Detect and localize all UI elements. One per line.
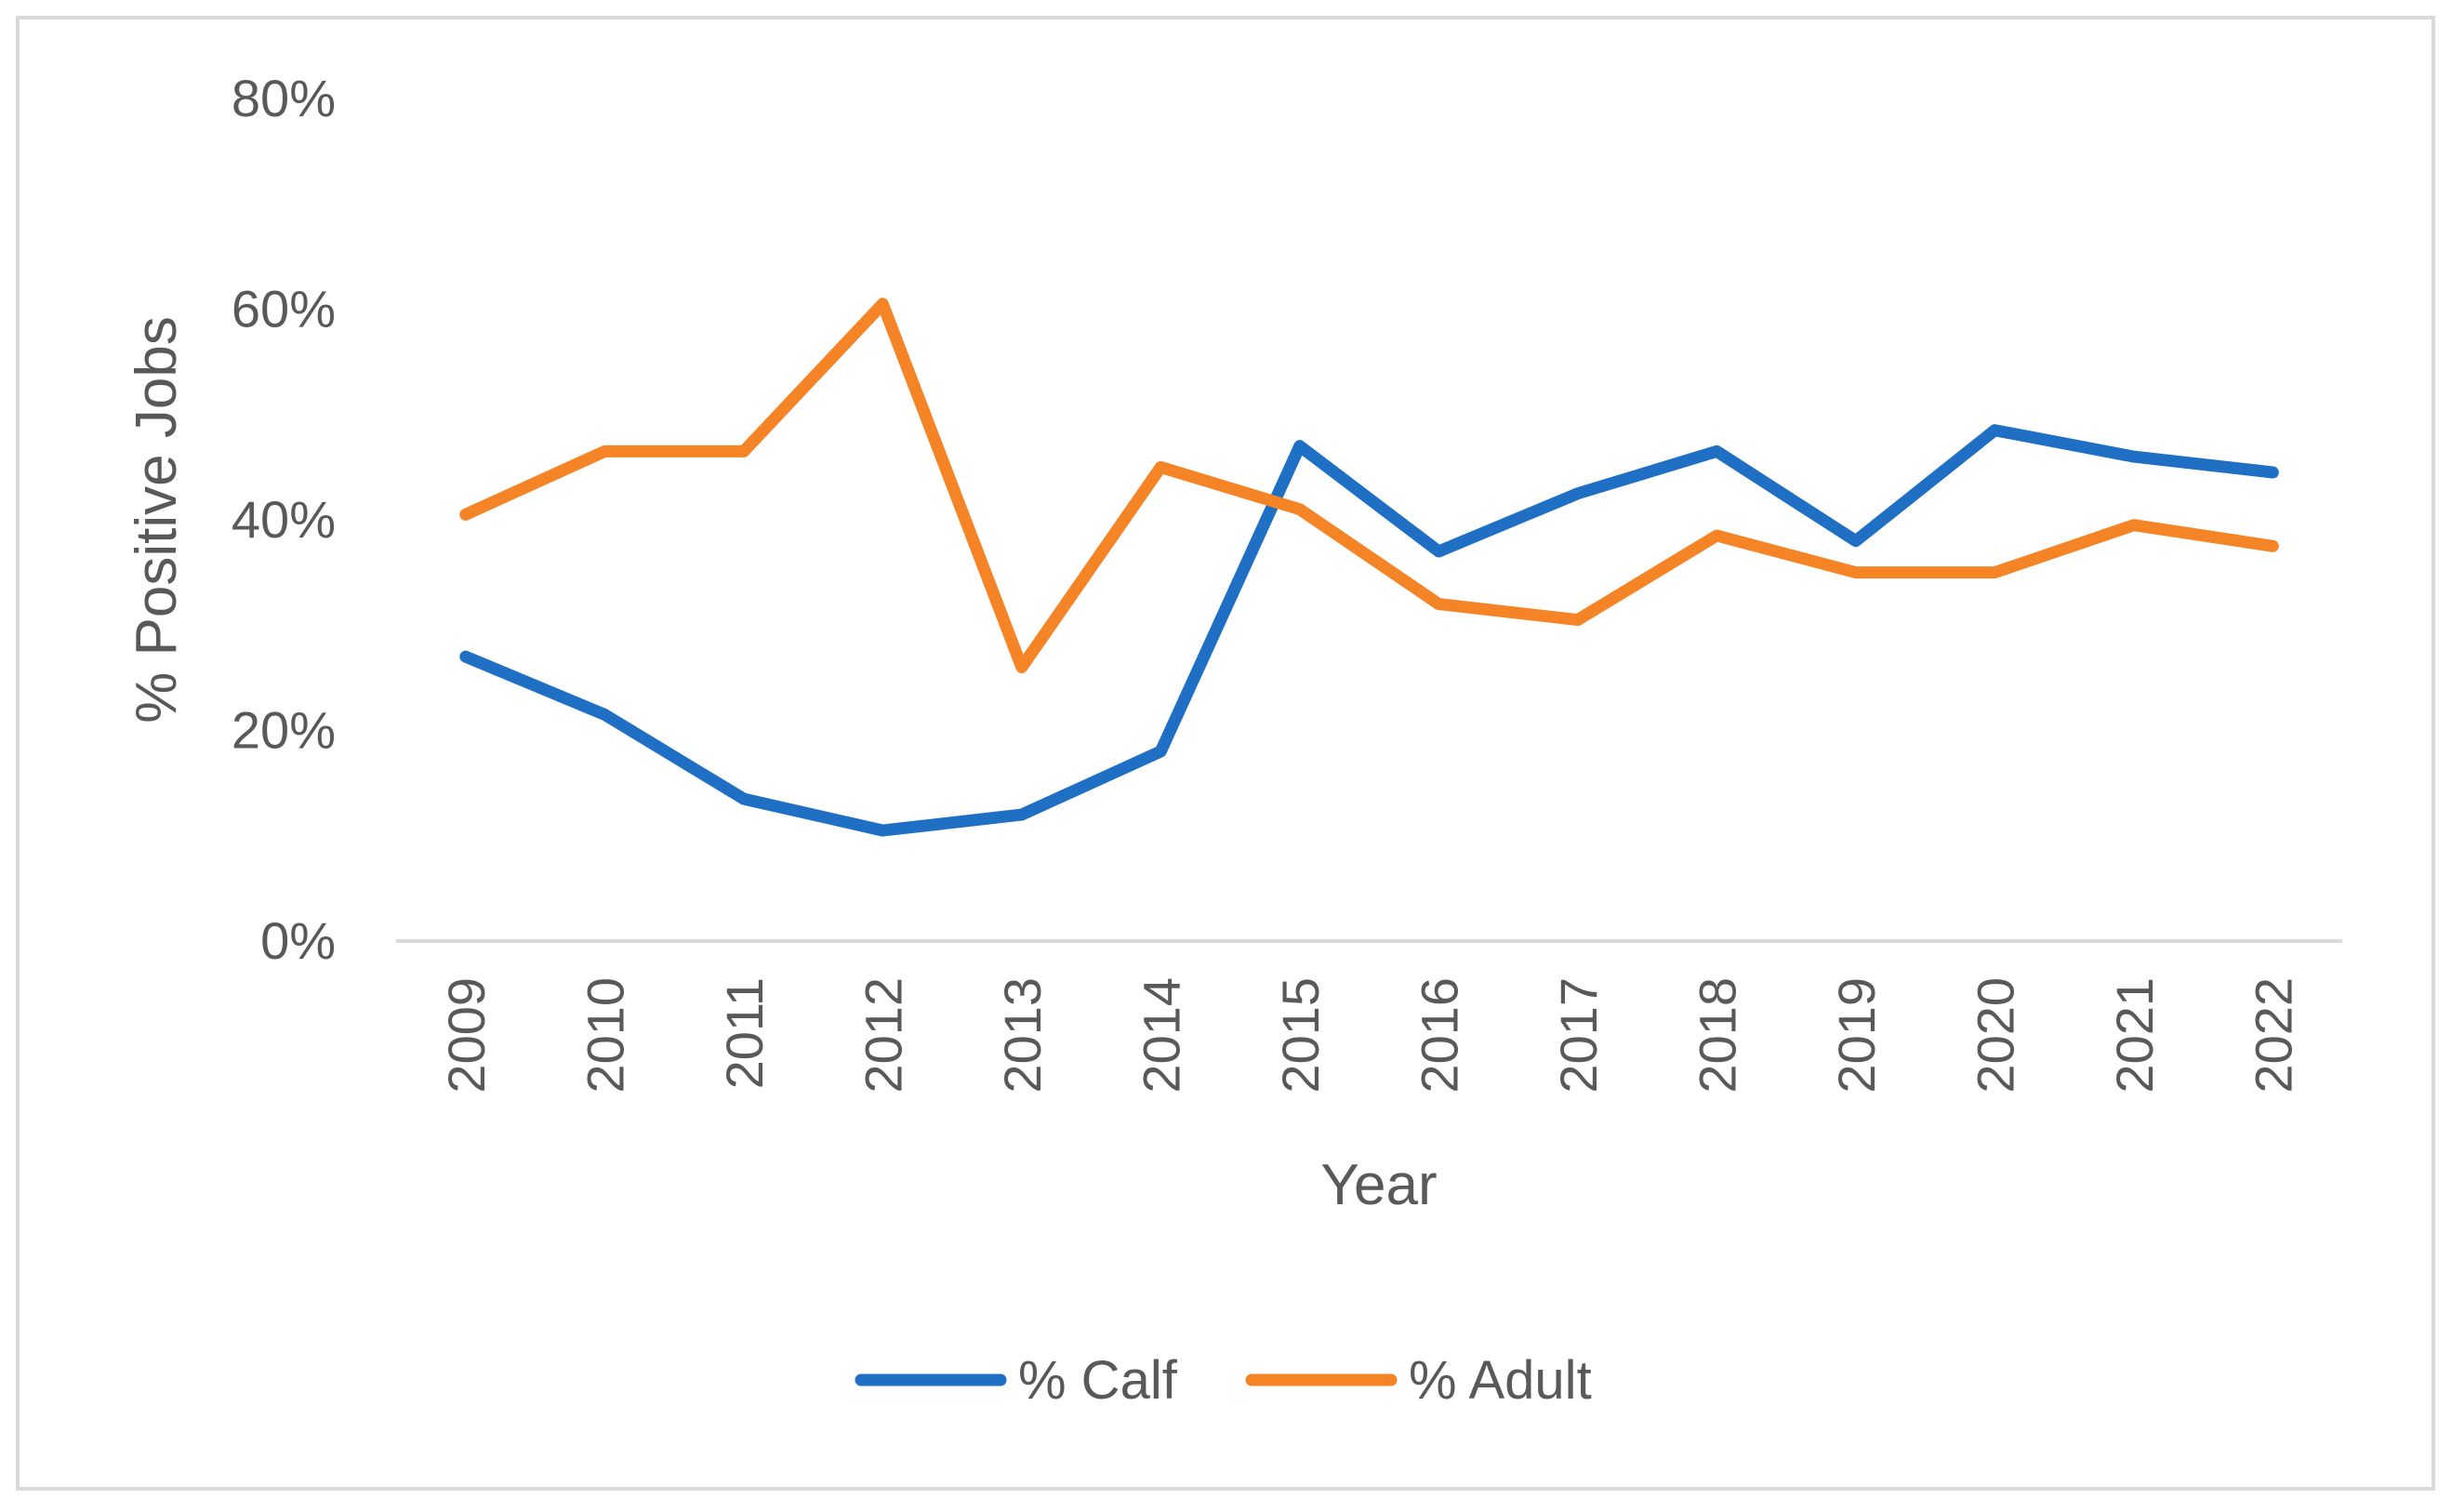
series-line-adult bbox=[459, 298, 2279, 673]
y-axis-ticks: 0% 20% 40% 60% 80% bbox=[232, 69, 336, 970]
x-tick-label: 2013 bbox=[993, 977, 1052, 1094]
chart-frame: 0% 20% 40% 60% 80% 2009 2010 2011 2012 2013 2014 2… bbox=[16, 16, 2435, 1491]
x-tick-label: 2010 bbox=[576, 977, 634, 1094]
y-tick-label: 0% bbox=[260, 911, 336, 970]
x-tick-label: 2009 bbox=[437, 977, 496, 1094]
x-tick-label: 2016 bbox=[1410, 977, 1468, 1094]
x-tick-label: 2014 bbox=[1132, 977, 1190, 1094]
y-tick-label: 20% bbox=[232, 701, 336, 760]
x-tick-label: 2019 bbox=[1827, 977, 1886, 1094]
series-line-calf bbox=[459, 424, 2279, 837]
x-axis-title: Year bbox=[1320, 1153, 1437, 1217]
x-tick-label: 2011 bbox=[715, 977, 774, 1089]
x-tick-label: 2018 bbox=[1688, 977, 1746, 1094]
x-axis-ticks: 2009 2010 2011 2012 2013 2014 2015 2016 2017 2018… bbox=[437, 977, 2303, 1094]
y-axis-title: % Positive Jobs bbox=[125, 316, 189, 723]
y-tick-label: 40% bbox=[232, 490, 336, 549]
x-tick-label: 2020 bbox=[1966, 977, 2024, 1094]
series-lines bbox=[459, 298, 2279, 837]
y-tick-label: 80% bbox=[232, 69, 336, 127]
legend-label-adult: % Adult bbox=[1409, 1350, 1592, 1411]
x-tick-label: 2012 bbox=[854, 977, 912, 1094]
x-tick-label: 2021 bbox=[2105, 977, 2164, 1094]
y-tick-label: 60% bbox=[232, 280, 336, 338]
x-tick-label: 2022 bbox=[2244, 977, 2302, 1094]
legend-label-calf: % Calf bbox=[1018, 1350, 1178, 1411]
line-chart: 0%20%40%60%80% 2009 2010 2011 2012 2013 2014 2… bbox=[125, 69, 2342, 1411]
legend: % Calf % Adult bbox=[855, 1350, 1592, 1411]
x-tick-label: 2015 bbox=[1271, 977, 1330, 1094]
x-tick-label: 2017 bbox=[1549, 977, 1608, 1094]
